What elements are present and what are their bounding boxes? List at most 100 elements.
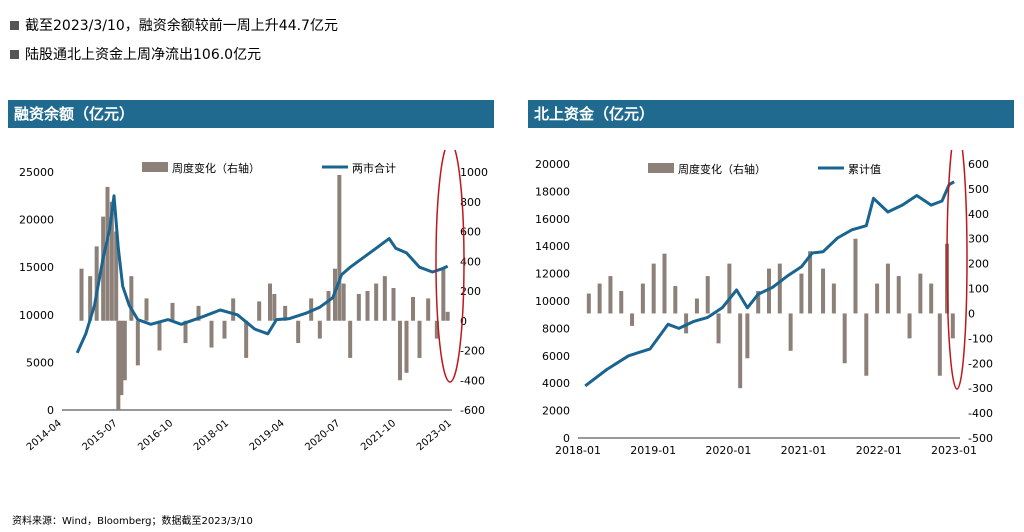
right-axis-tick-label: -600 — [460, 404, 485, 417]
weekly-change-bar — [673, 286, 678, 314]
weekly-change-bar — [705, 276, 710, 314]
weekly-change-bar — [907, 313, 912, 339]
legend-bar-label: 周度变化（右轴） — [678, 162, 766, 176]
weekly-change-bar — [411, 296, 415, 321]
weekly-change-bar — [356, 293, 361, 321]
left-axis-tick-label: 14000 — [535, 240, 570, 253]
right-axis-tick-label: 300 — [968, 233, 989, 246]
weekly-change-bar — [105, 186, 110, 321]
weekly-change-bar — [875, 283, 880, 314]
weekly-change-bar — [662, 253, 667, 314]
weekly-change-bar — [799, 273, 804, 314]
weekly-change-bar — [929, 283, 934, 314]
chart-title-margin: 融资余额（亿元） — [8, 100, 494, 128]
weekly-change-bar — [777, 263, 782, 314]
right-axis-tick-label: 0 — [460, 315, 467, 328]
x-axis-tick-label: 2020-07 — [303, 418, 342, 453]
x-axis-tick-label: 2020-01 — [705, 444, 751, 457]
summary-text-1: 截至2023/3/10，融资余额较前一周上升44.7亿元 — [25, 18, 338, 34]
left-axis-tick-label: 16000 — [535, 213, 570, 226]
x-axis-tick-label: 2018-01 — [192, 418, 231, 453]
x-axis-tick-label: 2014-04 — [25, 418, 64, 453]
weekly-change-bar — [788, 313, 793, 351]
weekly-change-bar — [348, 320, 353, 358]
margin-balance-chart: 周度变化（右轴） 两市合计0500010000150002000025000-60… — [19, 150, 488, 453]
weekly-change-bar — [144, 298, 149, 321]
weekly-change-bar — [365, 291, 370, 321]
right-axis-tick-label: -400 — [968, 407, 993, 420]
weekly-change-bar — [109, 201, 114, 321]
weekly-change-bar — [831, 283, 836, 314]
right-axis-tick-label: 500 — [968, 183, 989, 196]
left-axis-tick-label: 10000 — [19, 309, 54, 322]
right-axis-tick-label: 0 — [968, 307, 975, 320]
x-axis-tick-label: 2016-10 — [136, 418, 175, 453]
weekly-change-bar — [183, 320, 188, 344]
weekly-change-bar — [597, 283, 602, 314]
left-axis-tick-label: 10000 — [535, 295, 570, 308]
summary-line-1: 截至2023/3/10，融资余额较前一周上升44.7亿元 — [10, 15, 338, 35]
weekly-change-bar — [445, 311, 450, 321]
right-axis-tick-label: -200 — [460, 345, 485, 358]
right-axis-tick-label: 600 — [460, 226, 481, 239]
right-axis-tick-label: 200 — [460, 285, 481, 298]
weekly-change-bar — [404, 320, 409, 373]
weekly-change-bar — [157, 320, 162, 351]
source-footer: 资料来源：Wind，Bloomberg；数据截至2023/3/10 — [12, 516, 253, 527]
weekly-change-bar — [114, 231, 119, 321]
weekly-change-bar — [434, 320, 439, 339]
weekly-change-bar — [426, 298, 431, 321]
weekly-change-bar — [268, 283, 272, 321]
legend-bar-swatch — [648, 163, 674, 173]
right-axis-tick-label: -400 — [460, 374, 485, 387]
weekly-change-bar — [129, 276, 134, 321]
x-axis-tick-label: 2021-10 — [359, 418, 398, 453]
weekly-change-bar — [842, 313, 847, 364]
weekly-change-bar — [885, 263, 890, 314]
weekly-change-bar — [608, 276, 613, 314]
legend-bar-swatch — [142, 162, 168, 172]
weekly-change-bar — [341, 283, 346, 321]
x-axis-tick-label: 2018-01 — [555, 444, 601, 457]
legend-bar-label: 周度变化（右轴） — [172, 161, 260, 175]
weekly-change-bar — [630, 313, 635, 326]
weekly-change-bar — [79, 268, 84, 321]
weekly-change-bar — [222, 320, 227, 339]
weekly-change-bar — [374, 283, 379, 321]
weekly-change-bar — [283, 305, 288, 321]
x-axis-tick-label: 2015-07 — [81, 418, 120, 453]
weekly-change-bar — [101, 216, 106, 321]
weekly-change-bar — [231, 298, 236, 321]
weekly-change-bar — [918, 273, 923, 314]
weekly-change-bar — [619, 291, 624, 314]
right-axis-tick-label: 200 — [968, 258, 989, 271]
weekly-change-bar — [317, 320, 322, 339]
weekly-change-bar — [170, 302, 175, 321]
right-axis-tick-label: -100 — [968, 332, 993, 345]
x-axis-tick-label: 2019-04 — [248, 418, 287, 453]
weekly-change-bar — [716, 313, 721, 344]
x-axis-tick-label: 2023-01 — [931, 444, 977, 457]
left-axis-tick-label: 5000 — [26, 356, 54, 369]
weekly-change-bar — [745, 313, 750, 359]
cumulative-line — [75, 194, 449, 354]
weekly-change-bar — [296, 320, 301, 344]
weekly-change-bar — [651, 263, 656, 314]
left-axis-tick-label: 8000 — [542, 322, 570, 335]
weekly-change-bar — [417, 320, 422, 358]
right-axis-tick-label: 1000 — [460, 166, 488, 179]
weekly-change-bar — [756, 291, 761, 314]
weekly-change-bar — [694, 298, 699, 314]
right-axis-tick-label: -200 — [968, 357, 993, 370]
left-axis-tick-label: 15000 — [19, 261, 54, 274]
right-axis-tick-label: -300 — [968, 382, 993, 395]
left-axis-tick-label: 0 — [563, 432, 570, 445]
weekly-change-bar — [257, 301, 262, 321]
weekly-change-bar — [326, 291, 331, 321]
weekly-change-bar — [209, 320, 214, 348]
weekly-change-bar — [821, 268, 826, 314]
weekly-change-bar — [896, 276, 901, 314]
weekly-change-bar — [391, 288, 396, 321]
right-axis-tick-label: 400 — [968, 208, 989, 221]
weekly-change-bar — [640, 283, 645, 314]
